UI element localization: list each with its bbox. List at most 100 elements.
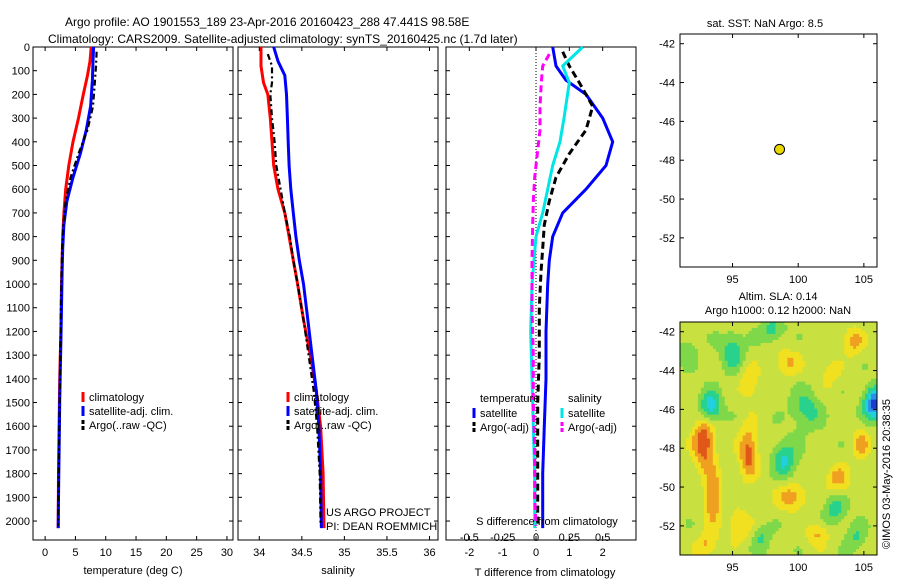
heatmap-cell [784,333,788,338]
heatmap-cell [778,489,782,493]
heatmap-cell [814,330,818,335]
heatmap-cell [751,438,756,442]
heatmap-cell [751,336,756,341]
heatmap-cell [874,510,877,514]
heatmap-cell [874,333,877,338]
heatmap-cell [748,501,753,505]
heatmap-cell [712,516,717,520]
heatmap-cell [826,345,830,350]
heatmap-cell [685,348,690,353]
heatmap-cell [751,420,756,424]
heatmap-cell [763,513,767,517]
heatmap-cell [682,528,687,532]
heatmap-cell [811,327,815,332]
heatmap-cell [685,411,690,416]
heatmap-cell [727,531,732,535]
heatmap-cell [742,372,747,377]
heatmap-cell [703,522,708,526]
heatmap-cell [805,336,809,341]
heatmap-cell [718,453,723,457]
heatmap-cell [778,501,782,505]
heatmap-cell [769,507,773,511]
heatmap-cell [799,477,803,481]
heatmap-cell [775,429,779,433]
heatmap-cell [781,525,785,529]
heatmap-cell [682,477,687,481]
heatmap-cell [760,408,764,413]
heatmap-cell [721,531,726,535]
heatmap-cell [847,519,851,523]
heatmap-cell [748,411,753,416]
heatmap-cell [778,504,782,508]
heatmap-cell [745,471,750,475]
heatmap-cell [814,354,818,359]
heatmap-cell [757,462,761,466]
heatmap-cell [682,501,687,505]
heatmap-cell [742,381,747,386]
heatmap-cell [718,405,723,410]
heatmap-cell [715,369,720,374]
heatmap-cell [841,510,845,514]
heatmap-cell [697,414,702,418]
heatmap-cell [760,522,764,526]
heatmap-cell [769,522,773,526]
difference-legend: temperaturesatelliteArgo(-adj)salinitysa… [472,393,617,434]
heatmap-cell [820,519,824,523]
heatmap-cell [763,501,767,505]
heatmap-cell [871,438,875,442]
heatmap-cell [769,420,773,424]
heatmap-cell [787,345,791,350]
heatmap-cell [703,342,708,347]
heatmap-cell [787,456,791,460]
heatmap-cell [739,513,744,517]
heatmap-cell [820,327,824,332]
heatmap-cell [781,519,785,523]
heatmap-cell [766,357,770,362]
heatmap-cell [814,375,818,380]
heatmap-cell [733,516,738,520]
heatmap-cell [680,456,684,460]
heatmap-cell [838,405,842,410]
heatmap-cell [778,492,782,496]
heatmap-cell [841,507,845,511]
heatmap-cell [763,516,767,520]
heatmap-cell [793,498,797,502]
heatmap-cell [739,432,744,436]
heatmap-cell [733,498,738,502]
heatmap-cell [874,531,877,535]
heatmap-cell [796,336,800,341]
heatmap-cell [868,435,872,439]
heatmap-cell [763,363,767,368]
heatmap-cell [820,438,824,442]
heatmap-cell [721,510,726,514]
heatmap-cell [820,510,824,514]
heatmap-cell [688,510,693,514]
heatmap-cell [772,336,776,341]
heatmap-cell [748,438,753,442]
heatmap-cell [730,327,735,332]
heatmap-cell [817,336,821,341]
heatmap-cell [835,378,839,383]
heatmap-cell [736,477,741,481]
heatmap-cell [772,375,776,380]
heatmap-cell [856,471,860,475]
heatmap-cell [817,420,821,424]
heatmap-cell [868,501,872,505]
credit-pi: PI: DEAN ROEMMICH [326,521,437,533]
heatmap-cell [712,438,717,442]
heatmap-cell [715,381,720,386]
heatmap-cell [757,402,761,407]
heatmap-cell [793,423,797,427]
heatmap-cell [835,357,839,362]
heatmap-cell [865,531,869,535]
heatmap-cell [787,501,791,505]
heatmap-cell [859,432,863,436]
heatmap-cell [823,453,827,457]
heatmap-cell [736,330,741,335]
heatmap-cell [775,441,779,445]
heatmap-cell [796,486,800,490]
heatmap-cell [808,322,812,326]
heatmap-cell [778,483,782,487]
heatmap-cell [736,414,741,418]
heatmap-cell [751,516,756,520]
